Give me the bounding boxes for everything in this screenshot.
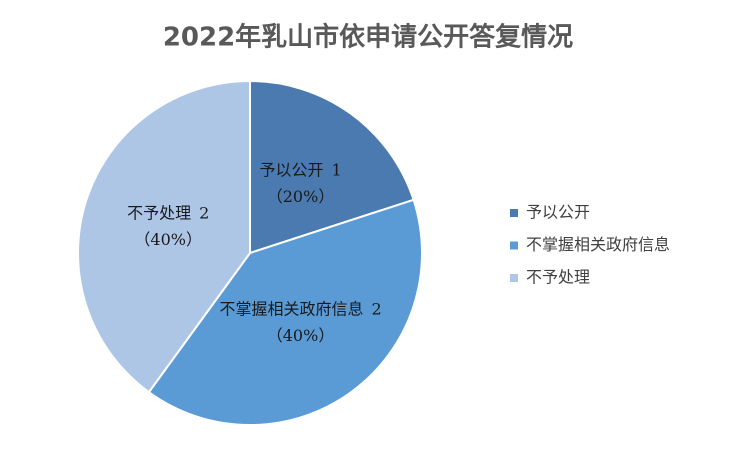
data-label-category: 予以公开 bbox=[259, 160, 323, 179]
legend-label: 予以公开 bbox=[526, 203, 590, 222]
legend-label: 不掌握相关政府信息 bbox=[526, 235, 670, 254]
pie-slice bbox=[249, 79, 415, 255]
pie-slice bbox=[147, 198, 423, 426]
legend-swatch bbox=[510, 274, 518, 282]
data-label: 不予处理 2 bbox=[127, 203, 209, 222]
data-label: 予以公开 1 bbox=[259, 160, 341, 179]
legend-label: 不予处理 bbox=[526, 268, 590, 287]
legend-swatch bbox=[510, 209, 518, 217]
pie-slice bbox=[77, 79, 251, 394]
data-label: 不掌握相关政府信息 2 bbox=[219, 299, 381, 318]
chart-title: 2022年乳山市依申请公开答复情况 bbox=[163, 22, 573, 53]
data-label-category: 不掌握相关政府信息 bbox=[219, 299, 363, 318]
legend-swatch bbox=[510, 241, 518, 250]
data-label-category: 不予处理 bbox=[127, 203, 191, 222]
data-label-percent: （40%） bbox=[134, 230, 202, 249]
data-label-value: 2 bbox=[371, 299, 381, 318]
data-label-value: 1 bbox=[331, 160, 341, 179]
data-label-percent: （40%） bbox=[267, 326, 335, 345]
data-label-value: 2 bbox=[199, 203, 209, 222]
data-label-percent: （20%） bbox=[267, 187, 335, 206]
